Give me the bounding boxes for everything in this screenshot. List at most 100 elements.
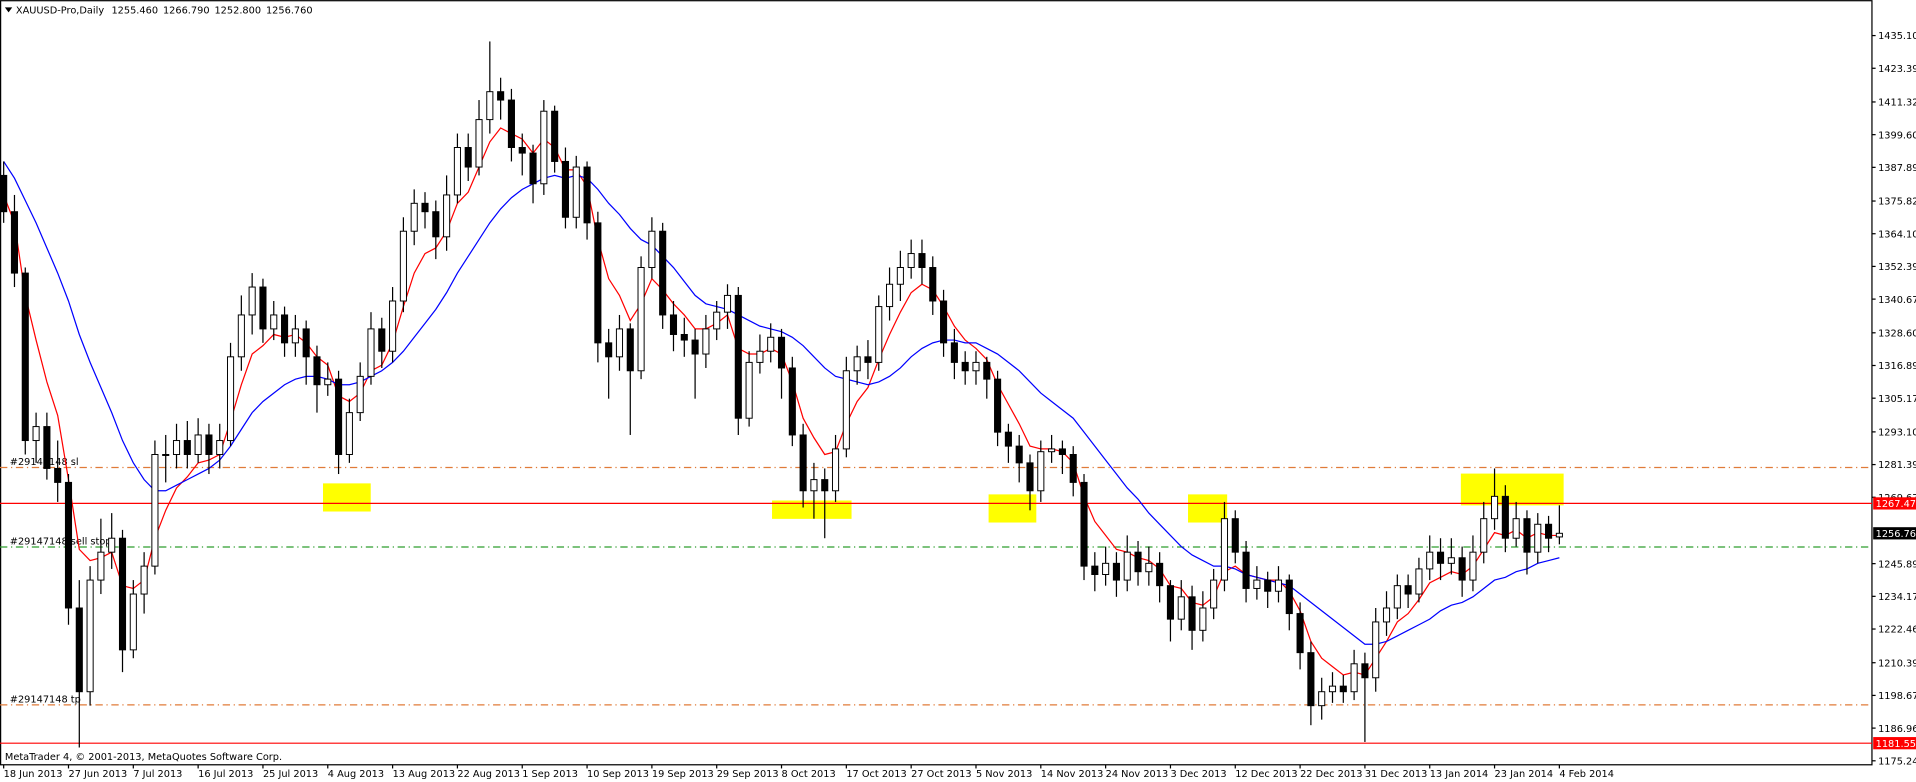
highlight-zone xyxy=(988,494,1037,523)
candle-body xyxy=(594,222,602,344)
candle-body xyxy=(1048,448,1056,453)
level-label: #29147148 tp xyxy=(10,694,81,705)
x-tick-label: 17 Oct 2013 xyxy=(846,769,906,780)
candle-body xyxy=(205,434,213,455)
candle-body xyxy=(1177,596,1185,620)
candle-body xyxy=(907,253,915,268)
candle-body xyxy=(1318,691,1326,707)
candle-body xyxy=(929,267,937,302)
candle-body xyxy=(453,147,461,196)
candle-body xyxy=(335,378,343,455)
y-tick-label: 1364.105 xyxy=(1878,229,1916,240)
candle-body xyxy=(432,211,440,238)
y-tick-label: 1352.390 xyxy=(1878,262,1916,273)
candle-body xyxy=(464,147,472,168)
candle-body xyxy=(1372,621,1380,679)
candle-body xyxy=(529,152,537,185)
candle-body xyxy=(324,378,332,386)
y-tick-label: 1387.890 xyxy=(1878,163,1916,174)
x-tick-label: 14 Nov 2013 xyxy=(1041,769,1104,780)
x-tick-label: 22 Aug 2013 xyxy=(457,769,520,780)
candle-body xyxy=(1145,562,1153,573)
candle-body xyxy=(615,328,624,358)
x-tick-label: 24 Nov 2013 xyxy=(1106,769,1169,780)
candle-body xyxy=(1382,607,1391,623)
x-tick-label: 29 Sep 2013 xyxy=(717,769,779,780)
candle-body xyxy=(1534,523,1542,553)
price-box-label: 1256.760 xyxy=(1876,529,1916,540)
candle-body xyxy=(21,272,29,442)
candle-body xyxy=(723,294,732,313)
candle-body xyxy=(259,286,267,330)
candle-body xyxy=(518,147,526,154)
candle-body xyxy=(572,166,580,218)
candle-body xyxy=(291,328,299,344)
candle-body xyxy=(994,378,1002,433)
candle-body xyxy=(237,314,245,358)
bar-high: 1266.790 xyxy=(163,6,210,17)
candle-body xyxy=(702,328,710,355)
candle-body xyxy=(918,253,926,268)
candle-body xyxy=(1491,495,1499,520)
candle-body xyxy=(1555,532,1563,538)
candle-body xyxy=(75,607,83,693)
candle-body xyxy=(162,454,170,456)
candle-body xyxy=(648,230,656,268)
candle-body xyxy=(810,479,818,492)
candle-body xyxy=(1512,518,1520,539)
x-tick-label: 8 Oct 2013 xyxy=(782,769,836,780)
moving-average xyxy=(3,127,1560,676)
candle-body xyxy=(1102,562,1110,575)
candle-body xyxy=(734,294,742,419)
highlight-zones xyxy=(323,473,1564,523)
candle-body xyxy=(886,283,894,308)
y-tick-label: 1375.820 xyxy=(1878,197,1916,208)
y-tick-label: 1435.105 xyxy=(1878,31,1916,42)
candle-body xyxy=(1501,495,1509,539)
candle-body xyxy=(1004,431,1012,447)
candle-body xyxy=(1274,579,1283,592)
candle-body xyxy=(248,286,256,316)
x-tick-label: 4 Aug 2013 xyxy=(328,769,384,780)
bar-close: 1256.760 xyxy=(266,6,313,17)
x-tick-label: 18 Jun 2013 xyxy=(4,769,63,780)
candle-body xyxy=(0,174,8,213)
candle-body xyxy=(378,328,386,352)
candle-body xyxy=(367,328,375,377)
x-tick-label: 12 Dec 2013 xyxy=(1235,769,1297,780)
candle-body xyxy=(1253,579,1261,589)
candle-body xyxy=(1545,523,1553,539)
x-tick-label: 16 Jul 2013 xyxy=(198,769,253,780)
candle-body xyxy=(1296,613,1304,654)
candle-body xyxy=(1015,445,1023,464)
x-tick-label: 23 Jan 2014 xyxy=(1495,769,1554,780)
candle-body xyxy=(1188,596,1196,631)
candle-body xyxy=(659,230,667,316)
candle-body xyxy=(151,454,159,567)
x-tick-label: 27 Jun 2013 xyxy=(68,769,127,780)
candle-body xyxy=(605,342,613,358)
candle-body xyxy=(86,579,94,693)
candle-body xyxy=(691,339,699,355)
y-tick-label: 1198.675 xyxy=(1878,691,1916,702)
x-tick-label: 7 Jul 2013 xyxy=(133,769,182,780)
footer: MetaTrader 4, © 2001-2013, MetaQuotes So… xyxy=(5,752,282,763)
candle-body xyxy=(97,551,105,581)
candle-body xyxy=(1469,551,1477,581)
candle-body xyxy=(1091,565,1099,575)
candle-body xyxy=(788,367,796,436)
candle-body xyxy=(1037,451,1045,492)
candle-body xyxy=(961,361,969,372)
candle-body xyxy=(1447,557,1455,564)
candle-body xyxy=(1058,448,1066,455)
y-tick-label: 1423.390 xyxy=(1878,64,1916,75)
candle-body xyxy=(1350,663,1358,693)
candle-body xyxy=(777,336,786,369)
candle-body xyxy=(389,300,397,352)
plot-frame xyxy=(0,0,1873,766)
candle-body xyxy=(1123,551,1131,581)
candle-body xyxy=(799,434,807,492)
candle-body xyxy=(561,160,570,218)
